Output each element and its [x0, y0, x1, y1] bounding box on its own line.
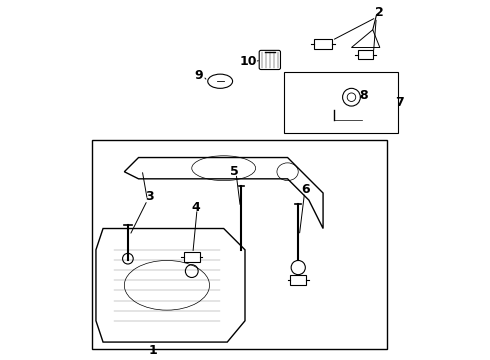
Bar [291, 275, 306, 285]
Text: 2: 2 [375, 5, 384, 18]
Bar [184, 252, 199, 262]
FancyBboxPatch shape [259, 50, 280, 69]
Text: 9: 9 [195, 69, 203, 82]
Text: 8: 8 [360, 89, 368, 102]
Bar [93, 140, 387, 349]
Text: 1: 1 [148, 345, 157, 357]
Text: 10: 10 [240, 55, 257, 68]
Text: 3: 3 [145, 190, 153, 203]
Text: 7: 7 [395, 96, 404, 109]
Text: 4: 4 [191, 201, 200, 214]
Text: 5: 5 [230, 165, 239, 178]
Bar [284, 72, 397, 133]
Text: 6: 6 [301, 183, 310, 196]
Bar [314, 39, 332, 49]
Bar [358, 50, 373, 59]
